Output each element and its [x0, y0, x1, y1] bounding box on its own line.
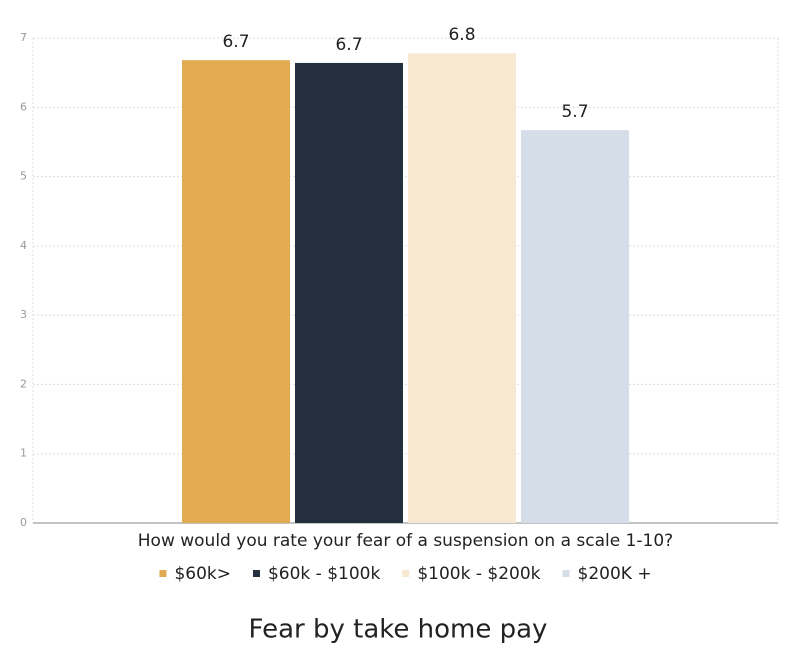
legend-label: $100k - $200k — [417, 564, 540, 584]
bar — [295, 62, 403, 523]
legend-swatch — [402, 570, 410, 577]
y-tick-label: 6 — [20, 100, 27, 113]
y-tick-label: 4 — [20, 239, 27, 252]
x-tick-label: How would you rate your fear of a suspen… — [138, 531, 673, 551]
bar — [182, 60, 290, 524]
value-label: 6.8 — [448, 25, 475, 45]
legend-swatch — [159, 570, 167, 577]
bar — [521, 130, 629, 523]
legend-label: $60k> — [174, 564, 231, 584]
value-label: 5.7 — [561, 102, 588, 122]
y-tick-label: 7 — [20, 31, 27, 44]
value-label: 6.7 — [335, 35, 362, 55]
chart-title: Fear by take home pay — [249, 615, 548, 645]
bar — [408, 53, 516, 523]
legend-swatch — [562, 570, 570, 577]
legend-label: $60k - $100k — [268, 564, 380, 584]
y-tick-label: 1 — [20, 447, 27, 460]
y-tick-label: 0 — [20, 516, 27, 529]
y-tick-label: 2 — [20, 377, 27, 390]
y-tick-label: 5 — [20, 170, 27, 183]
legend-swatch — [252, 570, 260, 577]
y-tick-label: 3 — [20, 308, 27, 321]
legend-label: $200K + — [578, 564, 652, 584]
value-label: 6.7 — [222, 32, 249, 52]
